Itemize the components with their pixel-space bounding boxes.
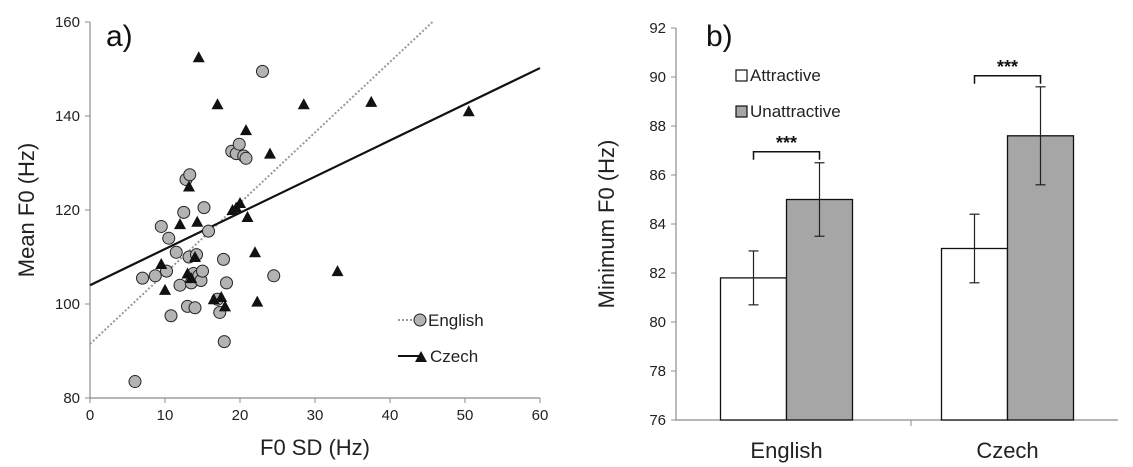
x-tick-label: 30 xyxy=(307,407,324,424)
y-tick-label: 140 xyxy=(55,108,80,125)
category-label-group: English Czech xyxy=(750,438,1038,463)
point-english xyxy=(173,278,187,292)
y-tick-group: 80 100 120 140 160 xyxy=(55,14,90,407)
point-czech xyxy=(365,95,378,107)
point-english xyxy=(177,205,191,219)
point-czech xyxy=(462,105,475,117)
point-english xyxy=(162,231,176,245)
point-czech xyxy=(251,295,264,307)
y-tick-label-b: 88 xyxy=(649,118,666,135)
point-english xyxy=(188,301,202,315)
legend-swatch-unattractive xyxy=(735,105,748,118)
y-tick-label: 80 xyxy=(63,390,80,407)
point-english xyxy=(169,245,183,259)
point-czech xyxy=(192,51,205,63)
point-czech xyxy=(234,196,246,208)
point-czech xyxy=(241,211,254,223)
point-czech xyxy=(183,180,195,192)
bars-group xyxy=(719,86,1075,421)
trendline-czech xyxy=(89,67,541,287)
point-english xyxy=(154,219,168,233)
legend-label-attractive: Attractive xyxy=(750,66,821,85)
point-english xyxy=(148,269,162,283)
point-czech xyxy=(249,246,261,258)
point-english xyxy=(239,151,253,165)
y-tick-label-b: 84 xyxy=(649,216,666,233)
category-label: English xyxy=(750,438,822,463)
point-english xyxy=(217,252,230,266)
legend-swatch-attractive xyxy=(735,69,748,82)
significance-bracket xyxy=(973,75,1042,84)
point-english xyxy=(232,137,246,151)
point-english xyxy=(202,224,215,238)
point-english xyxy=(197,201,211,215)
point-english xyxy=(217,335,231,349)
y-tick-label-b: 80 xyxy=(649,314,666,331)
x-tick-label: 0 xyxy=(86,407,94,424)
legend-label-unattractive: Unattractive xyxy=(750,102,841,121)
point-czech xyxy=(159,283,171,295)
points-group xyxy=(128,51,475,389)
x-axis-title: F0 SD (Hz) xyxy=(260,435,370,460)
x-tick-label: 60 xyxy=(532,407,549,424)
bar-panel: b) 76 78 80 82 84 86 88 90 92 English Czech Minim… xyxy=(594,20,1118,463)
significance-group: *** *** xyxy=(752,57,1042,160)
legend: English Czech xyxy=(398,311,484,366)
point-english xyxy=(183,168,197,182)
x-tick-group: 0 10 20 30 40 50 60 xyxy=(86,398,549,424)
legend-label-czech: Czech xyxy=(430,347,478,366)
point-czech xyxy=(191,215,204,227)
point-english xyxy=(136,271,149,285)
y-tick-label: 160 xyxy=(55,14,80,31)
y-tick-group-b: 76 78 80 82 84 86 88 90 92 xyxy=(649,20,676,429)
panel-label-b: b) xyxy=(706,20,733,53)
point-english xyxy=(267,269,281,283)
y-tick-label-b: 86 xyxy=(649,167,666,184)
y-axis-title: Mean F0 (Hz) xyxy=(14,143,39,277)
point-czech xyxy=(264,147,276,159)
point-czech xyxy=(174,218,186,230)
category-label: Czech xyxy=(976,438,1038,463)
y-axis-title-b: Minimum F0 (Hz) xyxy=(594,140,619,309)
x-tick-label: 10 xyxy=(157,407,174,424)
significance-bracket xyxy=(752,151,821,160)
x-tick-label: 40 xyxy=(382,407,399,424)
point-czech xyxy=(185,272,198,284)
trendline-group xyxy=(89,21,541,345)
point-english xyxy=(256,64,269,78)
x-tick-label: 20 xyxy=(232,407,249,424)
legend-marker-english xyxy=(413,313,427,327)
y-tick-label: 120 xyxy=(55,202,80,219)
point-czech xyxy=(297,98,310,110)
scatter-panel: a) 0 10 20 30 40 50 60 80 100 120 140 160 F0 SD (H… xyxy=(14,14,548,460)
point-czech xyxy=(240,124,252,136)
point-czech xyxy=(189,251,201,262)
point-czech xyxy=(211,98,224,110)
x-tick-label: 50 xyxy=(457,407,474,424)
significance-label: *** xyxy=(997,57,1018,77)
y-tick-label-b: 90 xyxy=(649,69,666,86)
point-czech xyxy=(219,300,231,312)
y-tick-label-b: 76 xyxy=(649,412,666,429)
legend-marker-czech xyxy=(415,351,427,362)
point-czech xyxy=(155,258,168,270)
point-czech xyxy=(331,265,344,277)
y-tick-label-b: 78 xyxy=(649,363,666,380)
legend-label-english: English xyxy=(428,311,484,330)
panel-label-a: a) xyxy=(106,20,133,53)
point-english xyxy=(220,276,233,290)
significance-label: *** xyxy=(776,133,797,153)
legend-b: Attractive Unattractive xyxy=(735,66,841,121)
y-tick-label: 100 xyxy=(55,296,80,313)
y-tick-label-b: 82 xyxy=(649,265,666,282)
point-english xyxy=(128,375,142,389)
point-czech xyxy=(215,290,228,302)
point-english xyxy=(196,264,209,278)
y-tick-label-b: 92 xyxy=(649,20,666,37)
point-english xyxy=(164,309,178,323)
